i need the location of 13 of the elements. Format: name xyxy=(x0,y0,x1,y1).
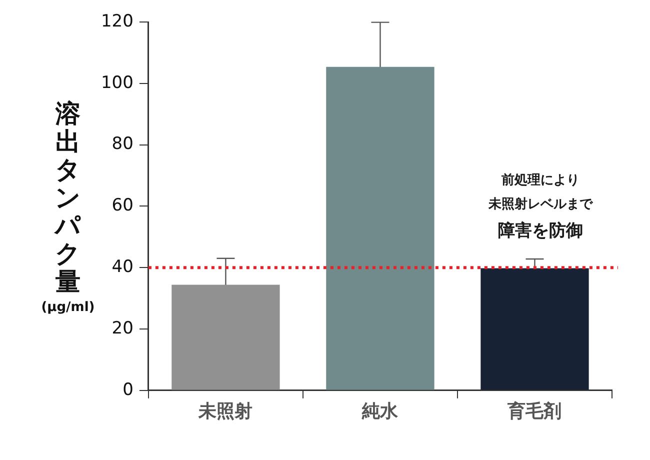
y-tick-label: 40 xyxy=(112,257,134,278)
y-tick-label: 20 xyxy=(112,318,134,338)
y-tick-label: 100 xyxy=(100,72,134,93)
y-tick-label: 120 xyxy=(100,11,134,32)
y-tick-label: 60 xyxy=(112,196,134,216)
annotation: 前処理により xyxy=(500,173,580,188)
y-tick-label: 0 xyxy=(122,380,134,400)
x-tick-label: 純水 xyxy=(361,400,400,422)
x-tick-label: 育毛剤 xyxy=(506,400,562,422)
annotation: 障害を防御 xyxy=(498,221,584,241)
x-tick-label: 未照射 xyxy=(198,400,253,422)
y-tick-label: 80 xyxy=(112,134,134,154)
annotation: 未照射レベルまで xyxy=(488,197,594,212)
